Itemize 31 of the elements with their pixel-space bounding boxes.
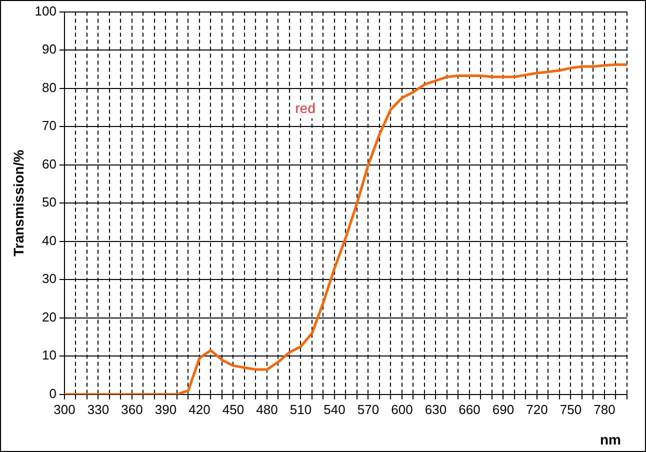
- x-tick-label: 660: [458, 402, 480, 417]
- x-tick-label: 750: [560, 402, 582, 417]
- x-tick-label: 780: [594, 402, 616, 417]
- y-tick-label: 90: [42, 42, 56, 57]
- y-tick-label: 70: [42, 118, 56, 134]
- x-tick-label: 690: [492, 402, 514, 417]
- x-tick-label: 450: [222, 402, 244, 417]
- y-axis-title: Transmission/%: [10, 149, 26, 256]
- x-tick-label: 480: [256, 402, 278, 417]
- x-tick-label: 330: [87, 402, 110, 417]
- y-tick-label: 80: [42, 80, 56, 95]
- x-tick-label: 630: [424, 402, 447, 417]
- y-tick-label: 50: [42, 194, 56, 210]
- x-axis-title: nm: [600, 431, 621, 448]
- y-tick-label: 10: [42, 348, 56, 363]
- x-tick-label: 540: [324, 402, 346, 417]
- y-tick-label: 100: [34, 3, 56, 18]
- y-tick-label: 60: [42, 156, 56, 172]
- x-tick-label: 360: [121, 402, 143, 417]
- x-tick-label: 600: [391, 402, 413, 417]
- text: red: [295, 100, 316, 116]
- y-tick-label: 20: [42, 309, 56, 324]
- x-tick-label: 390: [154, 402, 177, 417]
- x-tick-label: 570: [357, 402, 380, 417]
- y-tick-label: 0: [49, 386, 56, 401]
- x-tick-label: 300: [54, 402, 76, 417]
- x-tick-label: 510: [290, 402, 312, 417]
- y-tick-label: 40: [42, 232, 56, 248]
- x-tick-label: 420: [188, 402, 210, 417]
- x-tick-label: 720: [526, 402, 548, 417]
- y-tick-label: 30: [42, 271, 56, 286]
